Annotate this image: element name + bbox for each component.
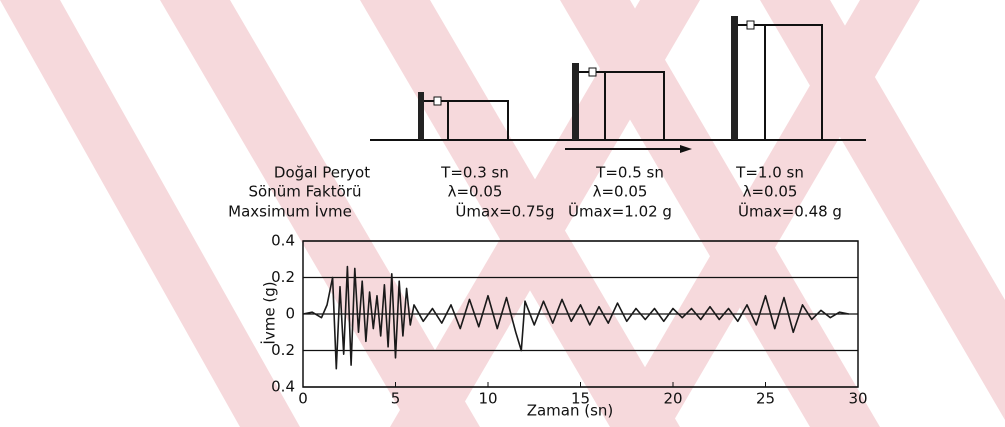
series-line bbox=[302, 265, 849, 370]
x-axis-label: Zaman (sn) bbox=[527, 402, 614, 420]
parameter-label: T=0.3 sn bbox=[440, 164, 509, 182]
y-tick-label: 0.4 bbox=[271, 378, 295, 396]
parameter-label: T=1.0 sn bbox=[735, 164, 804, 182]
x-tick-label: 15 bbox=[571, 390, 590, 408]
column bbox=[572, 63, 579, 140]
parameter-label: λ=0.05 bbox=[743, 183, 798, 201]
y-axis-label: İvme (g) bbox=[260, 281, 279, 344]
parameter-label: λ=0.05 bbox=[448, 183, 503, 201]
column bbox=[731, 16, 738, 140]
y-tick-label: 0.4 bbox=[271, 232, 295, 250]
x-tick-label: 30 bbox=[848, 390, 867, 408]
row-label: Doğal Peryot bbox=[274, 164, 370, 182]
y-tick-label: 0.2 bbox=[271, 268, 295, 286]
x-tick-label: 20 bbox=[663, 390, 682, 408]
y-tick-label: 0.2 bbox=[271, 341, 295, 359]
parameter-label: Ümax=1.02 g bbox=[568, 202, 672, 221]
x-tick-label: 10 bbox=[478, 390, 497, 408]
x-tick-label: 25 bbox=[756, 390, 775, 408]
x-tick-label: 0 bbox=[298, 390, 308, 408]
row-label: Sönüm Faktörü bbox=[249, 183, 362, 201]
parameter-label: λ=0.05 bbox=[593, 183, 648, 201]
arrow-head bbox=[680, 145, 692, 153]
x-tick-label: 5 bbox=[391, 390, 401, 408]
damper bbox=[588, 67, 597, 77]
parameter-label: Ümax=0.48 g bbox=[738, 202, 842, 221]
y-tick-label: 0 bbox=[285, 305, 295, 323]
parameter-label: T=0.5 sn bbox=[595, 164, 664, 182]
damper bbox=[746, 20, 755, 30]
column bbox=[418, 92, 424, 140]
parameter-label: Ümax=0.75g bbox=[455, 202, 554, 221]
row-label: Maxsimum İvme bbox=[228, 202, 352, 221]
structures-diagram bbox=[370, 16, 866, 153]
damper bbox=[433, 96, 442, 106]
